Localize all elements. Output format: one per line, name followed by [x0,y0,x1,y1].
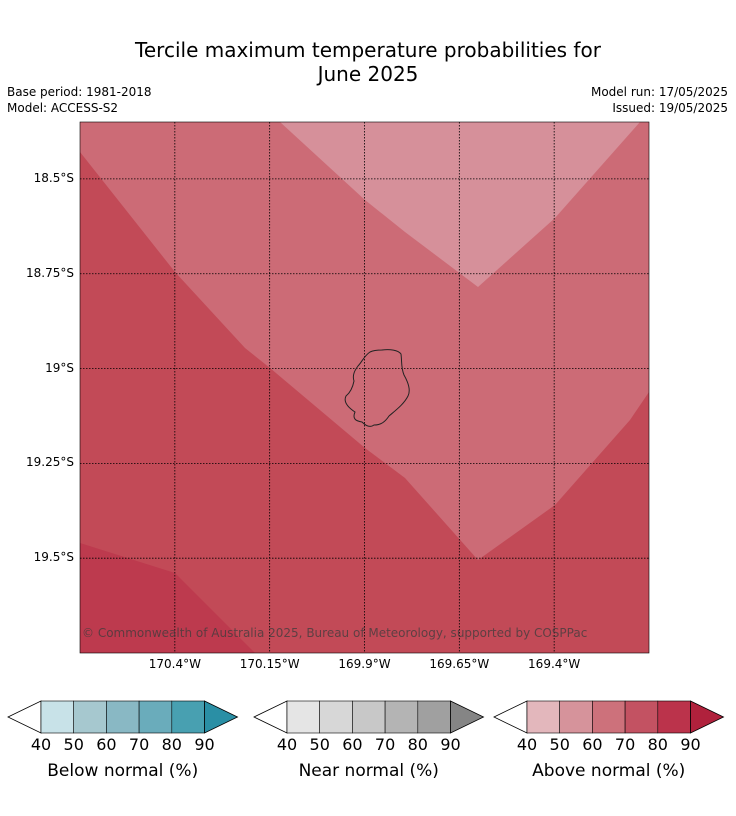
colorbar-tick-label: 40 [276,735,298,754]
colorbar-tick-label: 70 [128,735,150,754]
colorbar-segment [106,700,140,734]
model-run: Model run: 17/05/2025 [590,85,728,99]
latitude-label: 18.75°S [26,265,74,280]
title-line-1: Tercile maximum temperature probabilitie… [135,38,601,62]
map-frame [79,121,650,654]
colorbar-tick-label: 70 [374,735,396,754]
colorbar-tick-label: 60 [582,735,603,754]
colorbar-max-extension [204,700,239,734]
colorbar-max-extension [690,700,725,734]
colorbar-title-above: Above normal (%) [532,761,686,781]
colorbar-tick-label: 80 [161,735,182,754]
colorbar-below [7,700,239,734]
colorbar-min-extension [253,700,288,734]
title-line-2: June 2025 [317,62,419,86]
longitude-label: 170.15°W [239,657,300,671]
base-period: Base period: 1981-2018 [7,85,152,99]
model-name: Model: ACCESS-S2 [7,101,119,115]
colorbar-tick-label: 90 [194,735,215,754]
colorbar-tick-label: 80 [407,735,428,754]
copyright-notice: © Commonwealth of Australia 2025, Bureau… [82,626,588,640]
meta-right: Model run: 17/05/2025 Issued: 19/05/2025 [591,84,728,116]
longitude-label: 169.4°W [528,657,581,671]
colorbar-segment [592,700,626,734]
colorbar-tick-label: 90 [680,735,701,754]
longitude-label: 170.4°W [148,657,201,671]
colorbar-tick-label: 50 [549,735,570,754]
colorbar-title-below: Below normal (%) [47,761,199,781]
issued-date: Issued: 19/05/2025 [612,101,728,115]
longitude-label: 169.9°W [338,657,391,671]
colorbar-tick-label: 60 [342,735,363,754]
colorbar-segment [286,700,321,734]
latitude-label: 19.25°S [26,455,74,470]
colorbar-title-near: Near normal (%) [298,761,439,781]
latitude-label: 18.5°S [33,170,74,185]
colorbar-max-extension [450,700,485,734]
colorbar-segment [319,700,353,734]
colorbar-above [493,700,725,734]
colorbar-segment [171,700,205,734]
colorbar-segment [40,700,75,734]
zone-above-50 [280,122,640,287]
colorbar-segment [138,700,173,734]
latitude-label: 19°S [45,360,74,375]
colorbar-segment [526,700,561,734]
colorbar-tick-label: 50 [309,735,330,754]
colorbar-tick-label: 40 [30,735,52,754]
island-outline [344,349,410,427]
colorbar-min-extension [493,700,528,734]
map-title: Tercile maximum temperature probabilitie… [0,38,736,86]
colorbar-near [253,700,485,734]
colorbar-segment [384,700,419,734]
zone-above-80-corner [80,543,255,653]
colorbar-tick-label: 70 [614,735,636,754]
latitude-label: 19.5°S [33,550,74,565]
colorbar-segment [559,700,593,734]
colorbar-segment [352,700,386,734]
colorbar-min-extension [7,700,42,734]
colorbar-segment [417,700,451,734]
colorbar-tick-label: 90 [440,735,461,754]
colorbar-tick-label: 50 [63,735,84,754]
meta-left: Base period: 1981-2018 Model: ACCESS-S2 [7,84,152,116]
colorbar-tick-label: 60 [96,735,117,754]
colorbar-segment [624,700,659,734]
colorbar-segment [657,700,691,734]
graticule [80,122,649,653]
longitude-label: 169.65°W [429,657,490,671]
colorbar-tick-label: 80 [647,735,668,754]
colorbar-segment [73,700,107,734]
colorbar-tick-label: 40 [516,735,538,754]
